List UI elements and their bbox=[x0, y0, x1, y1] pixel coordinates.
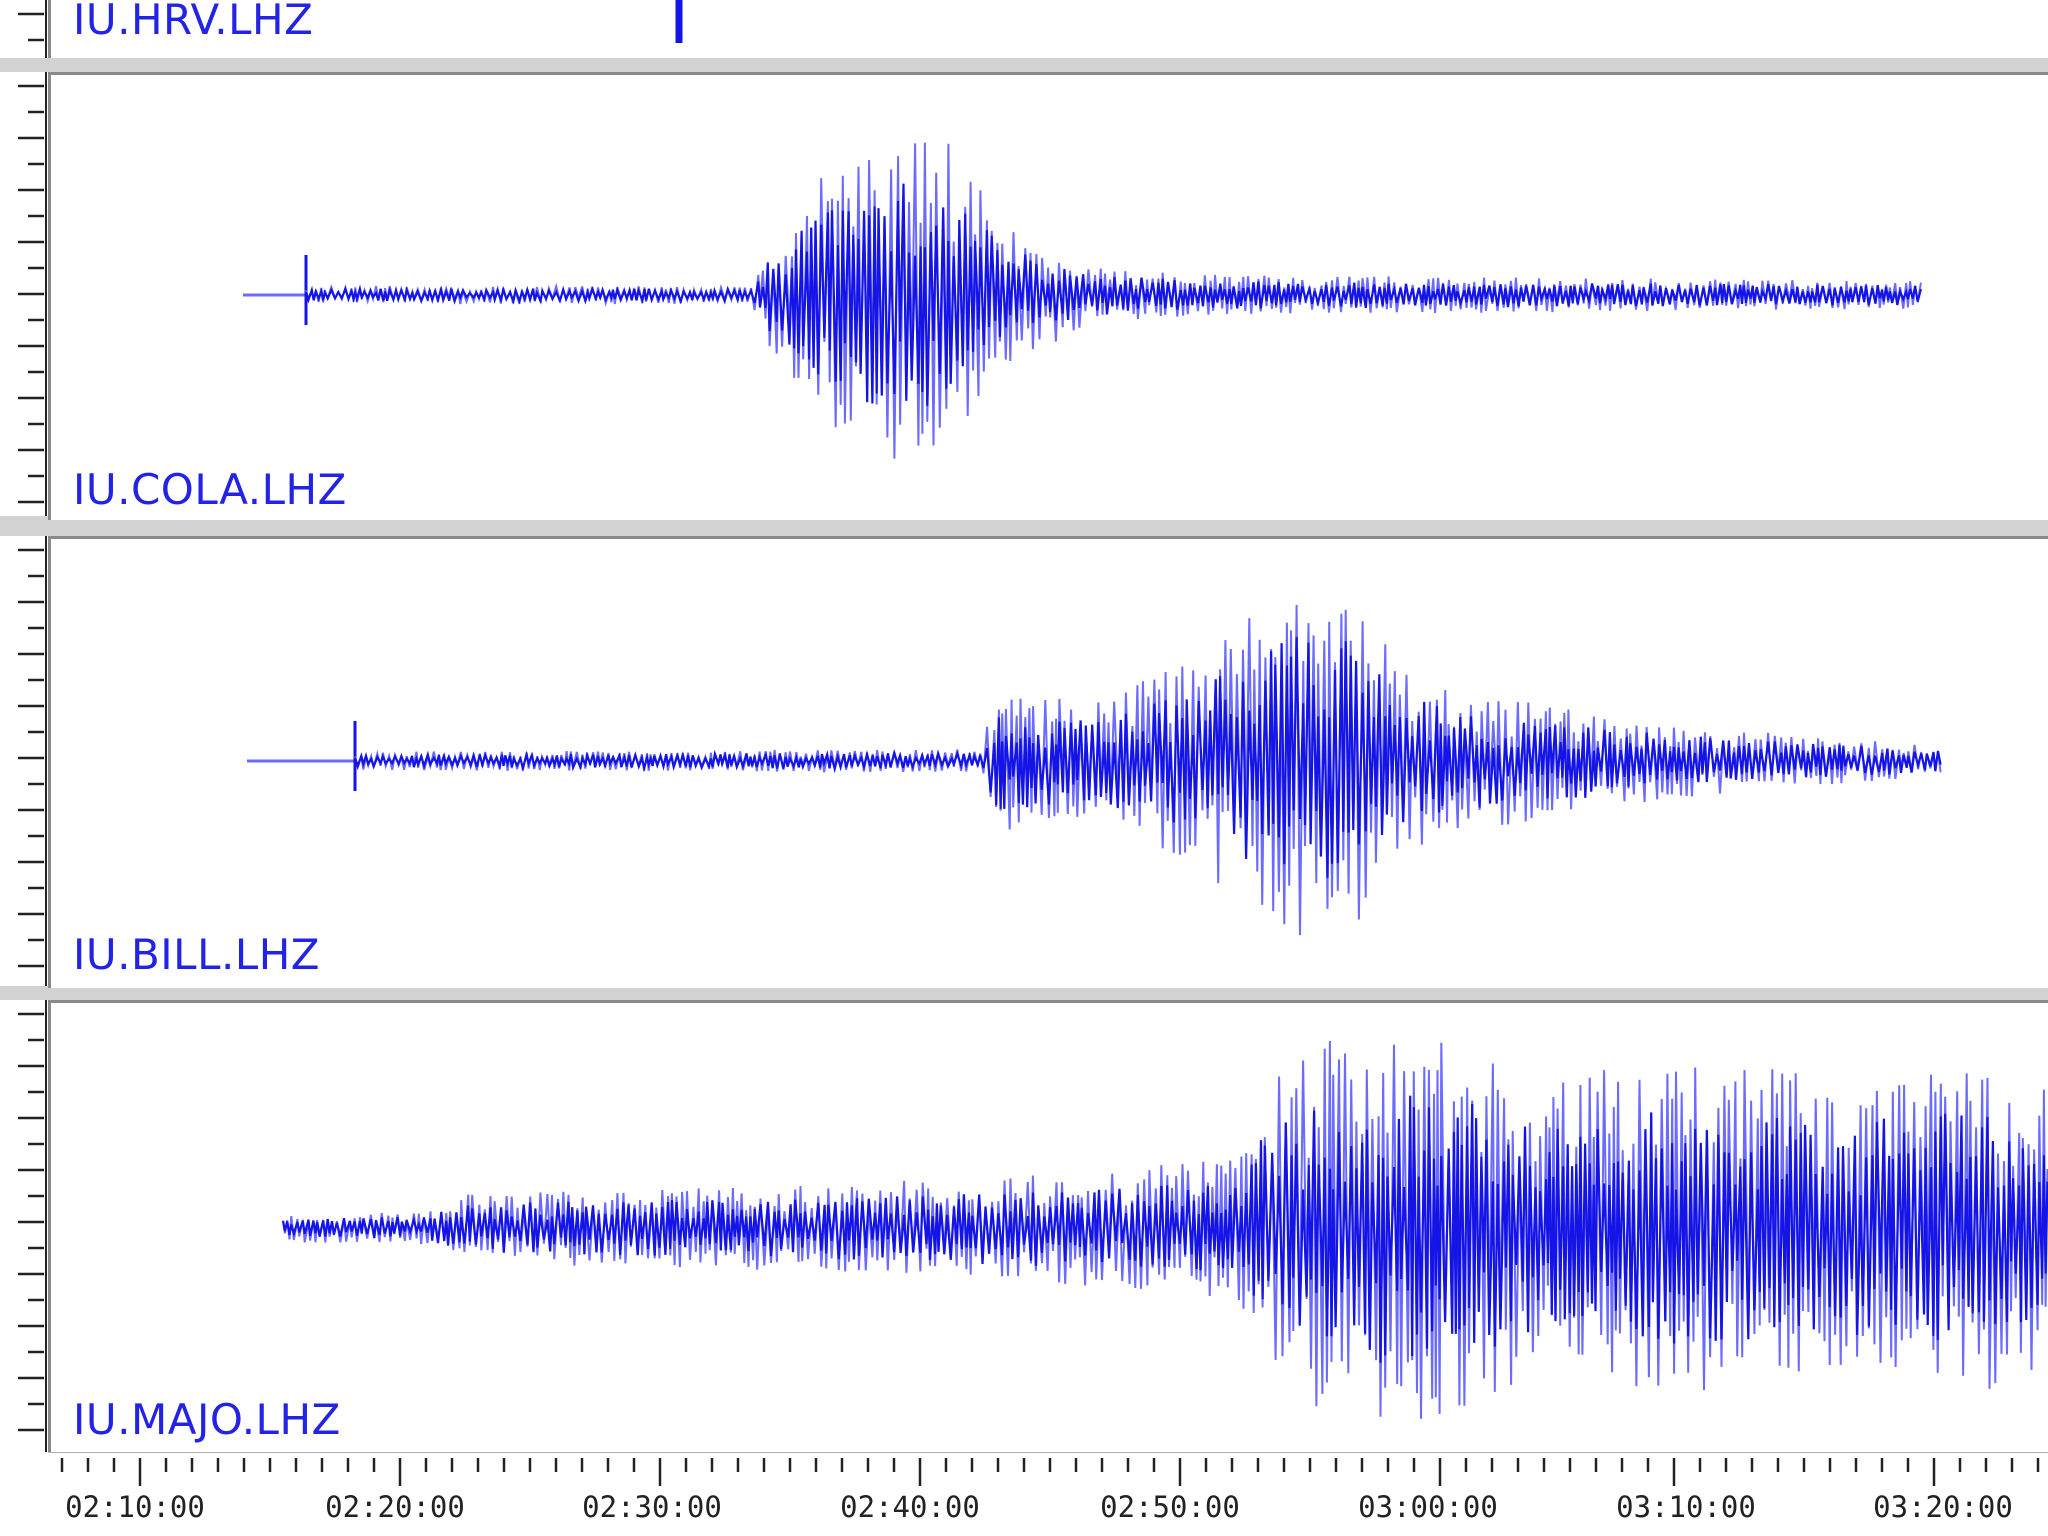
station-label-cola: IU.COLA.LHZ bbox=[73, 465, 347, 514]
time-label: 02:20:00 bbox=[325, 1490, 465, 1524]
amplitude-axis bbox=[0, 0, 50, 58]
time-label: 02:50:00 bbox=[1100, 1490, 1240, 1524]
trace-panel-bill[interactable]: IU.BILL.LHZ bbox=[48, 536, 2048, 988]
station-label-hrv: IU.HRV.LHZ bbox=[73, 0, 314, 44]
waveform-bill bbox=[247, 604, 1942, 936]
waveform-core bbox=[304, 183, 1922, 406]
time-axis: 02:10:00 02:20:00 02:30:00 02:40:00 02:5… bbox=[0, 1452, 2048, 1536]
amplitude-axis bbox=[0, 72, 50, 516]
amplitude-ticks bbox=[18, 536, 47, 986]
amplitude-axis bbox=[0, 1000, 50, 1452]
time-label: 03:10:00 bbox=[1616, 1490, 1756, 1524]
time-label: 03:00:00 bbox=[1358, 1490, 1498, 1524]
amplitude-ticks bbox=[18, 1000, 47, 1452]
waveform-majo bbox=[281, 1040, 2048, 1419]
trace-panel-hrv[interactable]: IU.HRV.LHZ bbox=[48, 0, 2048, 58]
station-label-majo: IU.MAJO.LHZ bbox=[73, 1395, 341, 1444]
time-label: 03:20:00 bbox=[1873, 1490, 2013, 1524]
time-label: 02:30:00 bbox=[582, 1490, 722, 1524]
time-axis-ticks bbox=[48, 1452, 2048, 1486]
amplitude-ticks bbox=[18, 0, 47, 58]
trace-panel-majo[interactable]: IU.MAJO.LHZ bbox=[48, 1000, 2048, 1452]
amplitude-ticks bbox=[18, 72, 47, 516]
time-label: 02:10:00 bbox=[65, 1490, 205, 1524]
waveform-core bbox=[281, 1095, 2048, 1363]
amplitude-axis bbox=[0, 536, 50, 986]
waveform-core bbox=[353, 636, 1942, 879]
time-label: 02:40:00 bbox=[840, 1490, 980, 1524]
waveform-cola bbox=[243, 142, 1922, 459]
waveform-hrv bbox=[675, 0, 683, 43]
station-label-bill: IU.BILL.LHZ bbox=[73, 930, 321, 979]
trace-panel-cola[interactable]: IU.COLA.LHZ bbox=[48, 72, 2048, 520]
